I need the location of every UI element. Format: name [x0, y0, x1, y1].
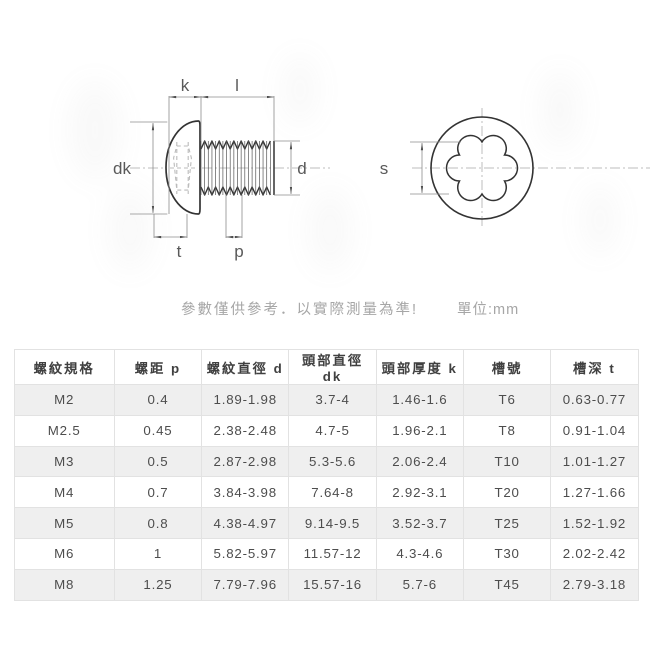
- svg-text:s: s: [380, 159, 389, 178]
- svg-text:t: t: [177, 242, 182, 261]
- svg-text:d: d: [297, 159, 306, 178]
- svg-text:p: p: [234, 242, 243, 261]
- svg-text:單位:mm: 單位:mm: [457, 301, 519, 318]
- svg-text:參數僅供參考．以實際測量為準!: 參數僅供參考．以實際測量為準!: [181, 300, 418, 318]
- svg-text:k: k: [181, 76, 190, 95]
- svg-text:dk: dk: [113, 159, 131, 178]
- svg-text:l: l: [235, 76, 239, 95]
